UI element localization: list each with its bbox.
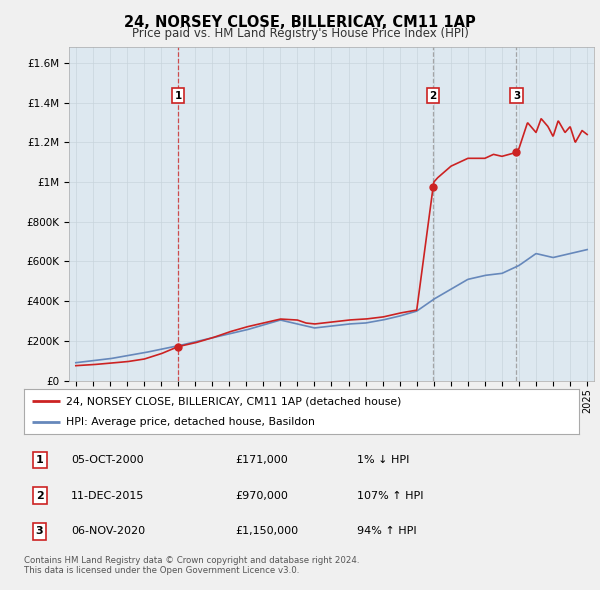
Text: 1: 1 [35, 455, 43, 465]
Text: 1: 1 [175, 90, 182, 100]
Text: 107% ↑ HPI: 107% ↑ HPI [357, 491, 424, 500]
Text: 06-NOV-2020: 06-NOV-2020 [71, 526, 145, 536]
Text: £171,000: £171,000 [235, 455, 287, 465]
Text: 05-OCT-2000: 05-OCT-2000 [71, 455, 144, 465]
Text: 24, NORSEY CLOSE, BILLERICAY, CM11 1AP (detached house): 24, NORSEY CLOSE, BILLERICAY, CM11 1AP (… [65, 396, 401, 407]
Text: 3: 3 [36, 526, 43, 536]
Text: Price paid vs. HM Land Registry's House Price Index (HPI): Price paid vs. HM Land Registry's House … [131, 27, 469, 40]
Text: 1% ↓ HPI: 1% ↓ HPI [357, 455, 409, 465]
Text: 2: 2 [429, 90, 437, 100]
Text: £970,000: £970,000 [235, 491, 288, 500]
Text: Contains HM Land Registry data © Crown copyright and database right 2024.
This d: Contains HM Land Registry data © Crown c… [24, 556, 359, 575]
Text: 2: 2 [35, 491, 43, 500]
Text: 3: 3 [513, 90, 520, 100]
Text: £1,150,000: £1,150,000 [235, 526, 298, 536]
Text: HPI: Average price, detached house, Basildon: HPI: Average price, detached house, Basi… [65, 417, 314, 427]
Text: 94% ↑ HPI: 94% ↑ HPI [357, 526, 416, 536]
Text: 24, NORSEY CLOSE, BILLERICAY, CM11 1AP: 24, NORSEY CLOSE, BILLERICAY, CM11 1AP [124, 15, 476, 30]
Text: 11-DEC-2015: 11-DEC-2015 [71, 491, 145, 500]
